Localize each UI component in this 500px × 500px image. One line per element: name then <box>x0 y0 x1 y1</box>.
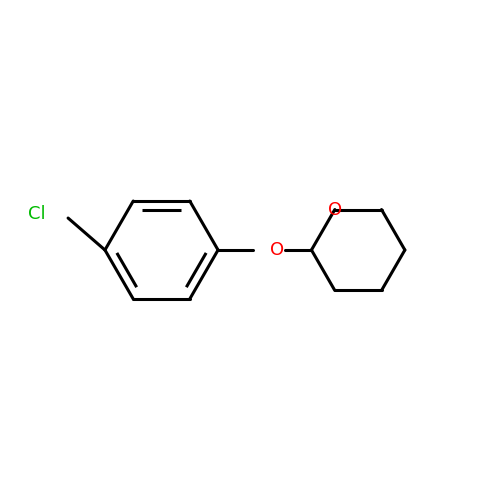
Text: O: O <box>270 241 284 259</box>
Text: Cl: Cl <box>28 205 46 223</box>
Text: O: O <box>328 200 342 218</box>
